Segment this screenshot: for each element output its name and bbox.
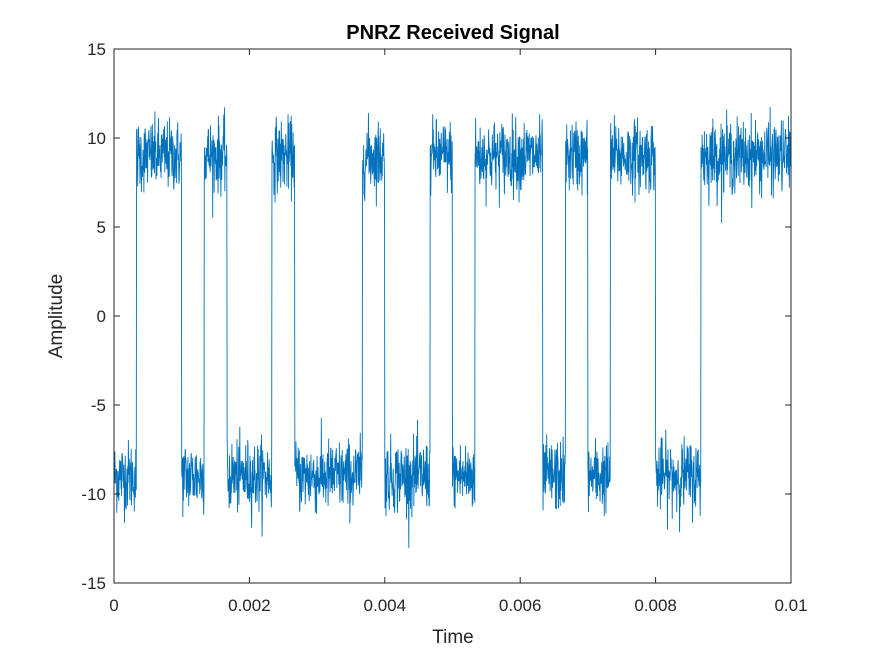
y-tick-label: 10 — [87, 129, 106, 148]
x-tick-label: 0.008 — [634, 596, 677, 615]
signal-line — [113, 106, 792, 548]
x-tick-label: 0 — [109, 596, 118, 615]
x-tick-label: 0.004 — [364, 596, 407, 615]
y-tick-label: -15 — [81, 574, 106, 593]
y-tick-label: 0 — [97, 307, 106, 326]
y-tick-label: -10 — [81, 485, 106, 504]
signal-series — [113, 106, 792, 548]
y-axis-label: Amplitude — [46, 274, 67, 359]
x-axis-label: Time — [432, 627, 474, 648]
chart-title: PNRZ Received Signal — [346, 22, 559, 44]
y-tick-label: 15 — [87, 40, 106, 59]
x-axis-ticks: 0 0.002 0.004 0.006 0.008 0.01 — [109, 49, 808, 615]
y-tick-label: 5 — [97, 218, 106, 237]
x-tick-label: 0.002 — [228, 596, 271, 615]
y-tick-label: -5 — [91, 396, 106, 415]
x-tick-label: 0.006 — [499, 596, 542, 615]
x-tick-label: 0.01 — [774, 596, 807, 615]
y-axis-ticks: -15 -10 -5 0 5 10 15 — [81, 40, 791, 593]
